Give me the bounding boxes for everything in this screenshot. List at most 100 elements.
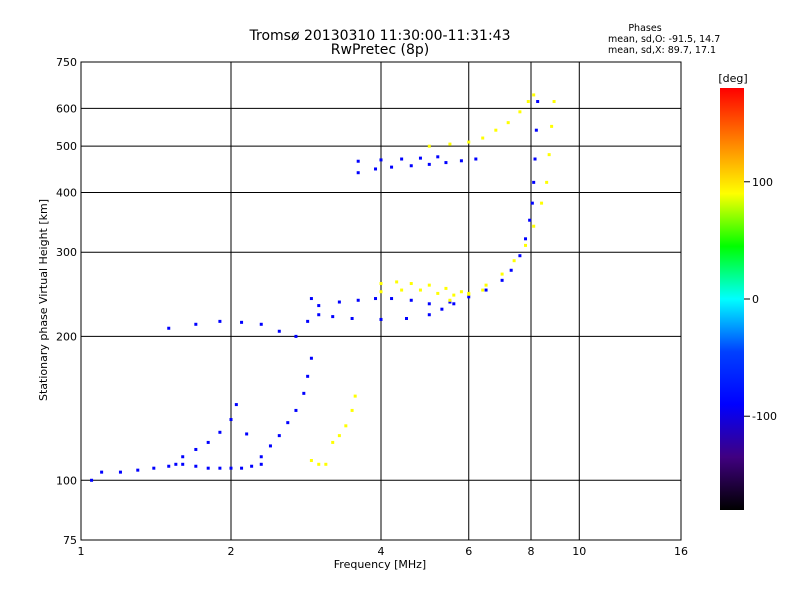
data-point [404,316,408,320]
data-point [277,329,281,333]
data-point [448,300,452,304]
data-point [500,278,504,282]
data-point [545,180,549,184]
data-point [494,128,498,132]
data-point [436,155,440,159]
x-tick-label: 2 [228,545,235,558]
colorbar-tick-label: 100 [752,176,773,189]
x-tick-label: 4 [378,545,385,558]
data-point [452,293,456,297]
stats-x-line: mean, sd,X: 89.7, 17.1 [608,45,716,56]
data-point [400,157,404,161]
data-point [509,268,513,272]
data-point [218,430,222,434]
y-tick-label: 200 [56,330,77,343]
data-point [268,444,272,448]
data-point [118,470,122,474]
data-point [409,282,413,286]
data-point [356,298,360,302]
y-tick-label: 750 [56,56,77,69]
x-tick-label: 1 [78,545,85,558]
data-point [448,142,452,146]
colorbar-ticks: 100 0 -100 [744,176,777,423]
data-point [484,283,488,287]
data-point [337,434,341,438]
x-tick-label: 10 [572,545,586,558]
data-point [344,424,348,428]
colorbar-label: [deg] [718,72,747,85]
data-point [324,462,328,466]
data-point [309,356,313,360]
data-point [234,403,238,407]
data-point [534,128,538,132]
data-point [427,283,431,287]
data-point [530,201,534,205]
y-tick-label: 100 [56,474,77,487]
data-point [181,455,185,459]
data-point [194,447,198,451]
grid [81,62,681,540]
data-point [317,313,321,317]
y-tick-label: 75 [63,534,77,547]
data-point [518,110,522,114]
data-point [532,224,536,228]
data-point [540,201,544,205]
data-point [309,458,313,462]
data-point [379,290,383,294]
data-point [528,218,532,222]
stats-heading: Phases [628,23,661,34]
data-point [484,288,488,292]
data-point [448,298,452,302]
data-point [374,167,378,171]
data-point [481,288,485,292]
data-point [452,302,456,306]
data-point [500,272,504,276]
y-tick-label: 500 [56,140,77,153]
data-point [240,320,244,324]
data-point [444,161,448,165]
data-point [167,464,171,468]
chart-subtitle: RwPretec (8p) [331,42,429,58]
data-point [459,290,463,294]
data-point [259,455,263,459]
data-point [350,408,354,412]
data-point [317,462,321,466]
data-point [353,394,357,398]
data-point [277,434,281,438]
data-point [481,136,485,140]
data-point [409,164,413,168]
data-point [427,302,431,306]
data-point [467,140,471,144]
data-point [152,466,156,470]
x-axis-label: Frequency [MHz] [334,558,426,571]
data-point [337,300,341,304]
data-point [317,304,321,308]
data-point [427,144,431,148]
data-point [181,462,185,466]
data-point [518,254,522,258]
plot-frame [80,61,682,541]
data-point [250,464,254,468]
data-point [136,468,140,472]
data-point [459,159,463,163]
colorbar [720,88,744,510]
data-point [440,307,444,311]
x-tick-labels: 1 2 4 6 8 10 16 [78,545,689,558]
data-point [194,322,198,326]
data-point [547,153,551,157]
data-point [218,466,222,470]
data-point [444,286,448,290]
y-axis-label: Stationary phase Virtual Height [km] [37,199,50,401]
data-point [436,291,440,295]
data-point [390,297,394,301]
data-point [506,121,510,125]
data-point [524,243,528,247]
data-point [400,288,404,292]
data-point [467,295,471,299]
x-tick-label: 16 [674,545,688,558]
data-point [536,100,540,104]
data-point [306,374,310,378]
data-point [294,334,298,338]
x-tick-label: 6 [465,545,472,558]
